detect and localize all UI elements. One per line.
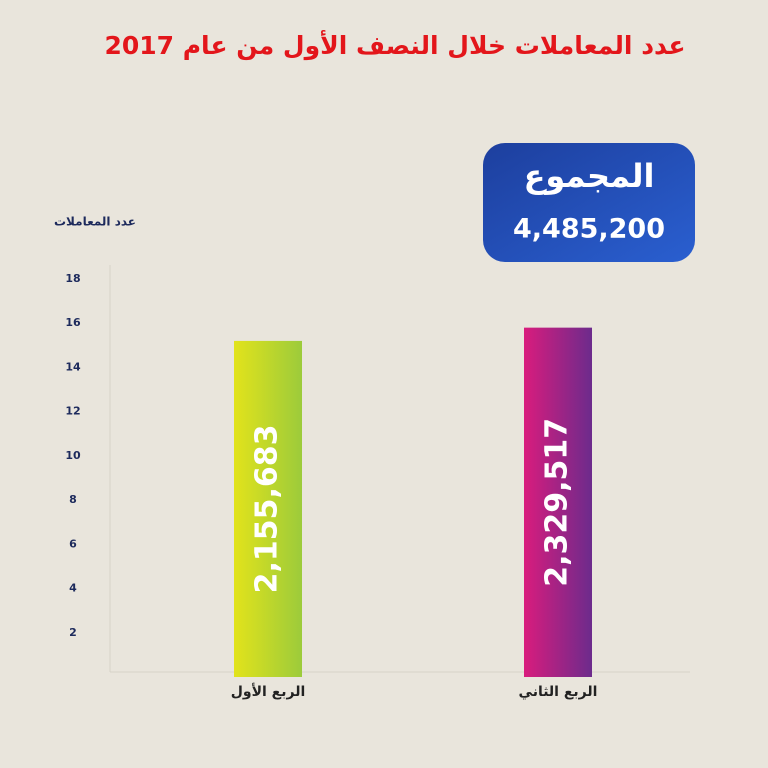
y-tick-label: 2: [69, 626, 77, 639]
y-tick-label: 8: [69, 493, 77, 506]
x-tick-label: الربع الأول: [231, 683, 306, 700]
y-tick-label: 18: [65, 272, 80, 285]
bar: [234, 340, 302, 677]
y-tick-label: 6: [69, 537, 77, 550]
y-tick-label: 4: [69, 582, 77, 595]
y-tick-label: 16: [65, 316, 81, 329]
bar: [524, 327, 592, 677]
chart-title: عدد المعاملات خلال النصف الأول من عام 20…: [104, 30, 685, 61]
y-tick-label: 14: [65, 360, 81, 373]
total-box: [483, 143, 695, 262]
total-label: المجموع: [524, 157, 655, 195]
bar-text: 2,329,517: [540, 418, 575, 587]
y-tick-label: 10: [65, 449, 81, 462]
y-axis-label: عدد المعاملات: [54, 215, 136, 229]
x-tick-label: الربع الثاني: [519, 684, 598, 700]
bar-text: 2,155,683: [250, 424, 285, 593]
y-tick-label: 12: [65, 405, 80, 418]
total-value: 4,485,200: [513, 214, 665, 245]
